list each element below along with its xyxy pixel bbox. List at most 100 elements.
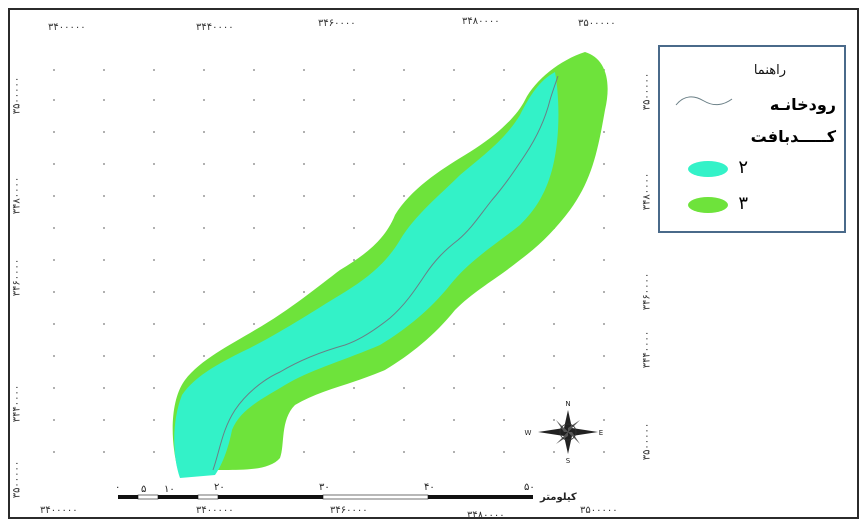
grid-dot — [353, 99, 355, 101]
grid-dot — [203, 131, 205, 133]
left-tick-2: ۳۴۸۰۰۰۰ — [11, 176, 23, 215]
grid-dot — [303, 227, 305, 229]
grid-dot — [503, 291, 505, 293]
grid-dot — [503, 355, 505, 357]
legend-panel: راهنما رودخانـه کـــــدبافت ۲ ۳ — [658, 45, 846, 233]
scale-label-20: ۲۰ — [214, 482, 225, 493]
grid-dot — [603, 419, 605, 421]
scale-unit: کیلومتر — [540, 492, 577, 503]
grid-dot — [103, 99, 105, 101]
grid-dot — [153, 387, 155, 389]
grid-dot — [153, 195, 155, 197]
grid-dot — [253, 259, 255, 261]
grid-dot — [153, 323, 155, 325]
grid-dot — [503, 419, 505, 421]
grid-dot — [253, 69, 255, 71]
grid-dot — [253, 163, 255, 165]
grid-dot — [503, 451, 505, 453]
grid-dot — [153, 259, 155, 261]
grid-dot — [253, 99, 255, 101]
legend-swatch-2 — [688, 161, 728, 177]
scale-label-10: ۱۰ — [164, 484, 175, 495]
bottom-tick-4: ۳۴۸۰۰۰۰ — [467, 510, 505, 521]
grid-dot — [53, 69, 55, 71]
right-tick-4: ۳۴۴۰۰۰۰ — [641, 330, 653, 369]
grid-dot — [103, 323, 105, 325]
east-label: E — [599, 429, 603, 437]
grid-dot — [453, 419, 455, 421]
scale-label-5: ۵ — [141, 484, 147, 495]
grid-dot — [553, 419, 555, 421]
grid-dot — [303, 131, 305, 133]
grid-dot — [403, 195, 405, 197]
grid-dot — [453, 69, 455, 71]
grid-dot — [53, 291, 55, 293]
right-tick-3: ۳۴۶۰۰۰۰ — [641, 272, 653, 311]
grid-dot — [603, 131, 605, 133]
grid-dot — [53, 323, 55, 325]
grid-dot — [153, 355, 155, 357]
grid-dot — [353, 131, 355, 133]
grid-dot — [353, 195, 355, 197]
right-tick-2: ۳۴۸۰۰۰۰ — [641, 172, 653, 211]
grid-dot — [353, 259, 355, 261]
top-tick-3: ۳۴۶۰۰۰۰ — [318, 18, 356, 29]
grid-dot — [503, 69, 505, 71]
grid-dot — [153, 69, 155, 71]
north-arrow — [538, 410, 598, 454]
grid-dot — [403, 387, 405, 389]
grid-dot — [103, 419, 105, 421]
right-tick-5: ۳۵۰۰۰۰۰ — [641, 422, 653, 461]
scale-label-40: ۴۰ — [424, 482, 435, 493]
grid-dot — [603, 355, 605, 357]
scale-label-30: ۳۰ — [319, 482, 330, 493]
grid-dot — [553, 355, 555, 357]
left-tick-5: ۳۵۰۰۰۰۰ — [11, 460, 23, 499]
grid-dot — [403, 419, 405, 421]
grid-dot — [53, 259, 55, 261]
grid-dot — [403, 69, 405, 71]
grid-dot — [403, 131, 405, 133]
grid-dot — [103, 387, 105, 389]
right-tick-1: ۳۵۰۰۰۰۰ — [641, 72, 653, 111]
grid-dot — [603, 163, 605, 165]
grid-dot — [303, 195, 305, 197]
grid-dot — [303, 419, 305, 421]
grid-dot — [53, 451, 55, 453]
grid-dot — [553, 259, 555, 261]
grid-dot — [53, 355, 55, 357]
grid-dot — [253, 227, 255, 229]
grid-dot — [603, 451, 605, 453]
grid-dot — [303, 69, 305, 71]
legend-code-2: ۲ — [738, 157, 748, 178]
grid-dot — [453, 323, 455, 325]
grid-dot — [303, 163, 305, 165]
grid-dot — [553, 323, 555, 325]
grid-dot — [253, 131, 255, 133]
legend-field-label: کـــــدبافت — [750, 127, 836, 146]
left-tick-3: ۳۴۶۰۰۰۰ — [11, 258, 23, 297]
grid-dot — [303, 451, 305, 453]
grid-dot — [253, 195, 255, 197]
north-label: N — [565, 400, 570, 408]
scale-label-0: ۰ — [115, 482, 121, 493]
grid-dot — [53, 387, 55, 389]
grid-dot — [203, 163, 205, 165]
grid-dot — [453, 387, 455, 389]
grid-dot — [603, 387, 605, 389]
grid-dot — [103, 355, 105, 357]
grid-dot — [303, 291, 305, 293]
river-line — [212, 75, 559, 471]
grid-dot — [203, 323, 205, 325]
grid-dot — [303, 259, 305, 261]
grid-dot — [203, 291, 205, 293]
grid-dot — [103, 259, 105, 261]
grid-dot — [103, 131, 105, 133]
grid-dot — [353, 451, 355, 453]
grid-dot — [353, 227, 355, 229]
grid-dot — [553, 387, 555, 389]
legend-river-label: رودخانـه — [769, 95, 836, 114]
grid-dot — [53, 227, 55, 229]
top-tick-1: ۳۴۰۰۰۰۰ — [48, 22, 86, 33]
